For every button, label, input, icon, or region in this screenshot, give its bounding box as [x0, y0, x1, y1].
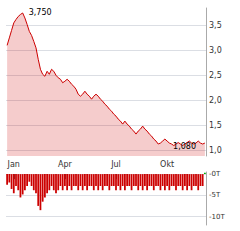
svg-text:3,5: 3,5: [209, 21, 222, 30]
svg-text:3,750: 3,750: [29, 8, 52, 17]
svg-text:3,0: 3,0: [209, 46, 222, 55]
svg-text:2,5: 2,5: [209, 71, 222, 80]
svg-text:2,0: 2,0: [209, 96, 222, 105]
svg-text:1,080: 1,080: [173, 142, 196, 151]
svg-text:-0T: -0T: [209, 170, 221, 178]
svg-text:Okt: Okt: [160, 160, 174, 169]
svg-text:Jul: Jul: [110, 160, 121, 169]
svg-text:Jan: Jan: [7, 160, 20, 169]
svg-text:1,5: 1,5: [209, 121, 222, 130]
svg-text:-5T: -5T: [209, 191, 221, 199]
svg-text:-10T: -10T: [209, 213, 225, 221]
svg-text:Apr: Apr: [58, 160, 73, 169]
svg-text:1,0: 1,0: [209, 146, 222, 155]
